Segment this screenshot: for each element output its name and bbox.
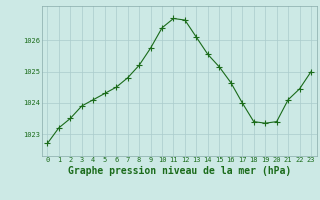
X-axis label: Graphe pression niveau de la mer (hPa): Graphe pression niveau de la mer (hPa): [68, 166, 291, 176]
